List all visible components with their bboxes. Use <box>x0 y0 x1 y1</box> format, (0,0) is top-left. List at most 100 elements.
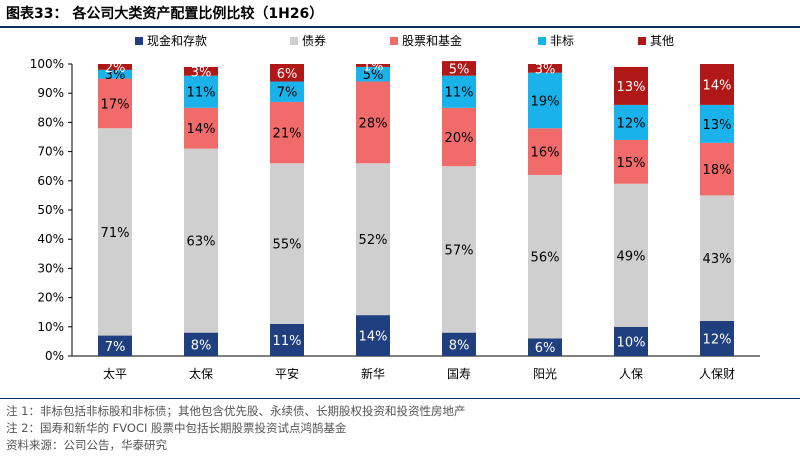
bar-6-series-5 <box>528 64 562 73</box>
x-tick-label: 国寿 <box>447 367 471 381</box>
data-label: 12% <box>617 116 646 131</box>
legend-swatch-4 <box>538 37 546 45</box>
data-label: 11% <box>445 86 474 101</box>
x-tick-label: 人保 <box>619 367 643 381</box>
y-tick-label: 40% <box>37 232 64 246</box>
note-1: 注 1：非标包括非标股和非标债；其他包含优先股、永续债、长期股权投资和投资性房地… <box>6 404 466 418</box>
data-label: 14% <box>359 330 388 345</box>
bar-3-series-3 <box>270 101 304 164</box>
data-label: 63% <box>187 235 216 250</box>
chart-title: 图表33： 各公司大类资产配置比例比较（1H26） <box>6 6 324 22</box>
bar-3-series-1 <box>270 323 304 356</box>
data-label: 28% <box>359 116 388 131</box>
legend-swatch-2 <box>290 37 298 45</box>
bar-3-series-2 <box>270 163 304 324</box>
data-label: 12% <box>703 332 732 347</box>
legend-label-2: 债券 <box>302 33 326 48</box>
data-label: 16% <box>531 146 560 161</box>
bar-8-series-3 <box>700 142 734 196</box>
data-label: 14% <box>187 122 216 137</box>
bar-3-series-5 <box>270 64 304 82</box>
stacked-bar-chart: 现金和存款 债券 股票和基金 非标 其他 0% 10% 20% 30% 40% 50% 60% 70% 8… <box>30 33 760 381</box>
data-label: 17% <box>101 97 130 112</box>
data-label: 19% <box>531 95 560 110</box>
note-2: 注 2：国寿和新华的 FVOCI 股票中包括长期股票投资试点鸿鹄基金 <box>6 421 347 435</box>
bar-1-series-4 <box>98 69 132 79</box>
data-label: 13% <box>703 118 732 133</box>
bar-2-series-3 <box>184 107 218 149</box>
legend-swatch-3 <box>390 37 398 45</box>
x-tick-label: 阳光 <box>533 367 557 381</box>
bar-6-series-3 <box>528 128 562 175</box>
data-label: 71% <box>101 226 130 241</box>
data-label: 14% <box>703 78 732 93</box>
notes: 注 1：非标包括非标股和非标债；其他包含优先股、永续债、长期股权投资和投资性房地… <box>6 403 796 454</box>
bar-4-series-5 <box>356 64 390 67</box>
legend-swatch-5 <box>638 37 646 45</box>
y-tick-label: 0% <box>45 349 64 363</box>
bar-7-series-1 <box>614 326 648 356</box>
y-tick-label: 80% <box>37 115 64 129</box>
bar-7-series-2 <box>614 183 648 327</box>
bar-8-series-4 <box>700 104 734 143</box>
data-label: 10% <box>617 335 646 350</box>
bar-1-series-1 <box>98 335 132 356</box>
data-label: 43% <box>703 252 732 267</box>
data-label: 11% <box>187 86 216 101</box>
bar-2-series-4 <box>184 75 218 108</box>
x-tick-label: 新华 <box>361 366 385 381</box>
y-tick-label: 100% <box>30 57 64 71</box>
x-tick-label: 太保 <box>189 366 213 381</box>
footer-divider <box>0 398 800 399</box>
data-label: 49% <box>617 249 646 264</box>
bar-2-series-1 <box>184 332 218 356</box>
data-label: 5% <box>449 62 470 77</box>
data-label: 57% <box>445 243 474 258</box>
data-label: 7% <box>105 340 126 355</box>
data-label: 1% <box>363 59 384 74</box>
y-tick-label: 10% <box>37 320 64 334</box>
bar-8-series-5 <box>700 64 734 105</box>
bar-6-series-2 <box>528 174 562 339</box>
legend-label-5: 其他 <box>650 34 674 48</box>
data-label: 56% <box>531 251 560 266</box>
data-label: 18% <box>703 163 732 178</box>
y-tick-label: 20% <box>37 291 64 305</box>
bar-5-series-3 <box>442 107 476 167</box>
data-label: 8% <box>449 338 470 353</box>
data-label: 15% <box>617 156 646 171</box>
data-label: 7% <box>277 86 298 101</box>
bar-3-series-4 <box>270 81 304 102</box>
data-label: 11% <box>273 334 302 349</box>
bar-2-series-5 <box>184 66 218 76</box>
x-tick-label: 平安 <box>275 366 299 381</box>
x-tick-label: 人保财 <box>699 367 735 381</box>
bar-7-series-3 <box>614 139 648 184</box>
data-label: 5% <box>363 68 384 83</box>
data-label: 8% <box>191 338 212 353</box>
bar-8-series-1 <box>700 320 734 356</box>
legend-swatch-1 <box>135 37 143 45</box>
bar-4-series-2 <box>356 163 390 316</box>
data-label: 3% <box>191 65 212 80</box>
bar-5-series-2 <box>442 166 476 333</box>
bar-1-series-3 <box>98 78 132 129</box>
bar-8-series-2 <box>700 195 734 321</box>
source-note: 资料来源：公司公告，华泰研究 <box>6 438 167 452</box>
y-tick-label: 90% <box>37 86 64 100</box>
bar-5-series-4 <box>442 75 476 108</box>
y-tick-label: 70% <box>37 145 64 159</box>
bar-1-series-2 <box>98 128 132 336</box>
data-label: 3% <box>535 62 556 77</box>
bar-2-series-2 <box>184 148 218 333</box>
y-tick-label: 30% <box>37 261 64 275</box>
data-label: 3% <box>105 68 126 83</box>
data-label: 20% <box>445 131 474 146</box>
bar-4-series-1 <box>356 315 390 356</box>
legend-label-4: 非标 <box>550 34 574 48</box>
bar-6-series-4 <box>528 72 562 129</box>
header: 图表33： 各公司大类资产配置比例比较（1H26） <box>0 0 800 28</box>
bar-4-series-3 <box>356 81 390 164</box>
x-tick-label: 太平 <box>103 366 127 381</box>
y-tick-label: 60% <box>37 174 64 188</box>
